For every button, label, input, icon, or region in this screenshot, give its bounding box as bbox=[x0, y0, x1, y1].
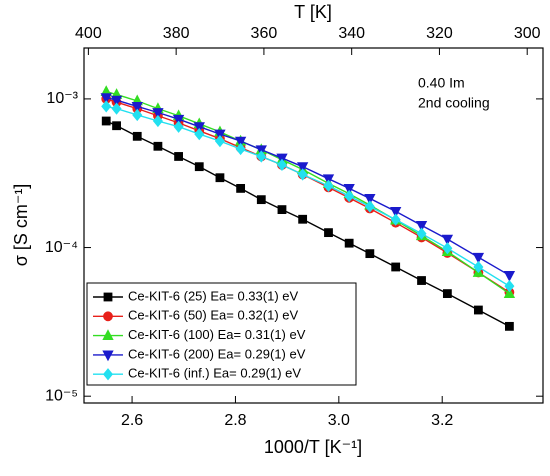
marker bbox=[473, 260, 484, 274]
marker bbox=[324, 228, 333, 238]
marker bbox=[102, 350, 114, 362]
marker bbox=[174, 152, 183, 161]
marker bbox=[214, 134, 225, 148]
marker bbox=[344, 189, 355, 203]
marker bbox=[441, 234, 454, 246]
series-line bbox=[106, 98, 510, 293]
marker bbox=[131, 102, 143, 113]
marker bbox=[112, 121, 121, 131]
x2-tick-label: 300 bbox=[514, 25, 541, 42]
marker bbox=[298, 214, 308, 224]
marker bbox=[390, 207, 402, 218]
marker bbox=[472, 252, 485, 264]
marker bbox=[194, 127, 205, 141]
marker bbox=[364, 200, 375, 213]
x-tick-label: 3.0 bbox=[328, 412, 350, 429]
annotation: 2nd cooling bbox=[418, 95, 490, 111]
legend-label: Ce-KIT-6 (inf.) Ea= 0.29(1) eV bbox=[128, 366, 301, 381]
series-line bbox=[106, 105, 510, 287]
marker bbox=[503, 287, 516, 299]
marker bbox=[234, 136, 247, 148]
x-tick-label: 2.6 bbox=[121, 412, 143, 429]
marker bbox=[132, 108, 143, 122]
marker bbox=[215, 173, 225, 183]
marker bbox=[277, 205, 287, 215]
marker bbox=[416, 227, 427, 240]
marker bbox=[214, 129, 226, 141]
marker bbox=[102, 368, 114, 381]
marker bbox=[256, 195, 266, 205]
marker bbox=[390, 213, 401, 226]
marker bbox=[194, 162, 204, 172]
marker bbox=[152, 114, 163, 128]
marker bbox=[103, 311, 113, 322]
annotation: 0.40 Im bbox=[418, 75, 465, 91]
marker bbox=[296, 162, 309, 174]
marker bbox=[344, 238, 354, 248]
marker bbox=[152, 108, 164, 119]
marker bbox=[173, 120, 184, 133]
x2-tick-label: 360 bbox=[251, 25, 278, 42]
y-tick-label: 10⁻⁴ bbox=[45, 239, 78, 256]
marker bbox=[110, 95, 123, 107]
y-tick-label: 10⁻³ bbox=[46, 90, 78, 107]
x2-tick-label: 400 bbox=[75, 25, 102, 42]
marker bbox=[100, 93, 112, 104]
marker bbox=[101, 100, 112, 113]
x2-axis-label: T [K] bbox=[294, 2, 332, 22]
marker bbox=[415, 220, 428, 232]
marker bbox=[322, 174, 335, 186]
x-tick-label: 2.8 bbox=[224, 412, 246, 429]
legend-label: Ce-KIT-6 (25) Ea= 0.33(1) eV bbox=[128, 288, 298, 303]
marker bbox=[365, 249, 375, 259]
x2-tick-label: 320 bbox=[426, 25, 453, 42]
marker bbox=[297, 168, 308, 181]
marker bbox=[236, 183, 246, 193]
marker bbox=[103, 292, 113, 302]
x-tick-label: 3.2 bbox=[431, 412, 453, 429]
marker bbox=[102, 329, 114, 341]
marker bbox=[256, 150, 267, 163]
x-axis-label: 1000/T [K⁻¹] bbox=[264, 437, 362, 457]
marker bbox=[132, 131, 142, 141]
marker bbox=[391, 262, 401, 272]
marker bbox=[343, 183, 355, 195]
y-axis-label: σ [S cm⁻¹] bbox=[11, 184, 31, 267]
legend-label: Ce-KIT-6 (50) Ea= 0.32(1) eV bbox=[128, 308, 298, 323]
marker bbox=[101, 116, 111, 126]
marker bbox=[364, 194, 376, 205]
marker bbox=[503, 270, 516, 282]
marker bbox=[504, 280, 515, 293]
marker bbox=[153, 141, 163, 151]
legend-label: Ce-KIT-6 (200) Ea= 0.29(1) eV bbox=[128, 346, 306, 361]
marker bbox=[111, 102, 122, 115]
x2-tick-label: 380 bbox=[163, 25, 190, 42]
plot-frame bbox=[83, 47, 544, 404]
marker bbox=[172, 114, 185, 126]
marker bbox=[323, 179, 334, 192]
marker bbox=[442, 289, 452, 299]
marker bbox=[442, 242, 453, 255]
marker bbox=[473, 305, 483, 315]
series-line bbox=[106, 90, 510, 295]
legend-box bbox=[86, 282, 357, 386]
marker bbox=[235, 142, 246, 156]
legend-label: Ce-KIT-6 (100) Ea= 0.31(1) eV bbox=[128, 327, 306, 342]
marker bbox=[417, 276, 426, 285]
marker bbox=[276, 158, 287, 171]
x2-tick-label: 340 bbox=[338, 25, 365, 42]
marker bbox=[193, 122, 205, 134]
y-tick-label: 10⁻⁵ bbox=[45, 387, 78, 404]
marker bbox=[505, 321, 514, 331]
